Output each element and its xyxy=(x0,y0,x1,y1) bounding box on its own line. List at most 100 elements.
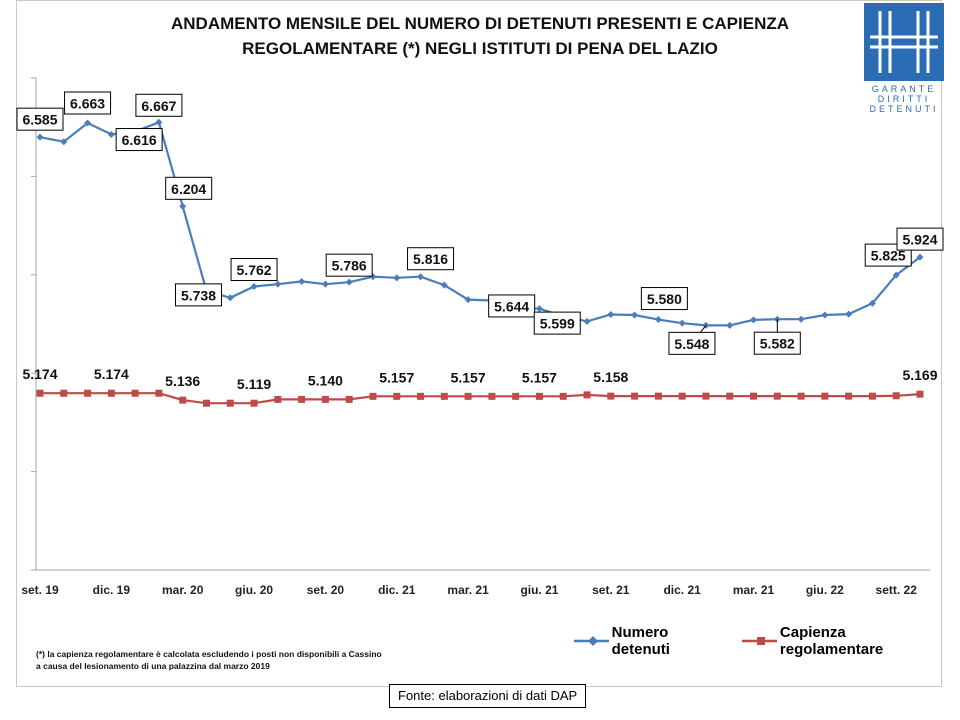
data-point-capienza xyxy=(583,391,591,399)
data-point-capienza xyxy=(345,395,353,403)
data-point-capienza xyxy=(226,399,234,407)
data-label-capienza: 5.157 xyxy=(451,369,486,385)
data-point-detenuti xyxy=(107,130,115,138)
data-point-capienza xyxy=(369,392,377,400)
data-point-capienza xyxy=(393,392,401,400)
data-label-box xyxy=(325,253,373,277)
chart-legend: Numero detenuti Capienza regolamentare xyxy=(574,624,960,658)
chart-title: ANDAMENTO MENSILE DEL NUMERO DI DETENUTI… xyxy=(120,11,840,61)
data-point-capienza xyxy=(892,392,900,400)
chart-title-line-2: REGOLAMENTARE (*) NEGLI ISTITUTI DI PENA… xyxy=(242,39,718,58)
data-point-capienza xyxy=(631,392,639,400)
data-label-box xyxy=(135,93,183,117)
data-point-capienza xyxy=(131,389,139,397)
data-point-capienza xyxy=(36,389,44,397)
data-point-capienza xyxy=(179,396,187,404)
data-point-detenuti xyxy=(179,202,187,210)
data-point-detenuti xyxy=(321,280,329,288)
chart-title-line-1: ANDAMENTO MENSILE DEL NUMERO DI DETENUTI… xyxy=(170,14,790,33)
data-label-capienza: 5.157 xyxy=(522,369,557,385)
data-point-capienza xyxy=(488,392,496,400)
data-label-detenuti: 5.599 xyxy=(540,316,575,332)
data-point-detenuti xyxy=(535,305,543,313)
logo-mark xyxy=(870,11,938,73)
data-point-capienza xyxy=(559,392,567,400)
data-label-detenuti: 6.204 xyxy=(171,181,206,197)
data-point-capienza xyxy=(60,389,68,397)
data-point-capienza xyxy=(726,392,734,400)
series-line-capienza xyxy=(40,392,921,405)
data-point-detenuti xyxy=(821,311,829,319)
data-label-detenuti: 6.663 xyxy=(70,96,105,112)
logo-background xyxy=(864,3,944,81)
data-point-capienza xyxy=(250,399,258,407)
x-tick-label: giu. 21 xyxy=(520,583,558,597)
x-tick-label: set. 20 xyxy=(307,583,345,597)
data-label-detenuti: 6.585 xyxy=(22,112,57,128)
data-point-detenuti xyxy=(226,294,234,302)
data-label-detenuti: 5.762 xyxy=(237,262,272,278)
data-point-capienza xyxy=(845,392,853,400)
data-label-box xyxy=(668,331,716,355)
data-label-detenuti: 6.616 xyxy=(122,132,157,148)
data-point-capienza xyxy=(298,395,306,403)
data-label-detenuti: 5.580 xyxy=(647,291,682,307)
data-point-detenuti xyxy=(654,316,662,324)
legend-label-detenuti: Numero detenuti xyxy=(611,624,670,658)
data-point-detenuti xyxy=(440,281,448,289)
legend-item-capienza: Capienza regolamentare xyxy=(742,624,938,658)
data-label-box xyxy=(115,128,163,152)
data-point-detenuti xyxy=(155,118,163,126)
data-point-capienza xyxy=(702,392,710,400)
data-label-detenuti: 5.786 xyxy=(332,258,367,274)
data-point-detenuti xyxy=(583,317,591,325)
footnote-line-2: a causa del lesionamento di una palazzin… xyxy=(36,661,270,671)
footnote: (*) la capienza regolamentare è calcolat… xyxy=(36,648,396,672)
data-point-capienza xyxy=(535,392,543,400)
data-point-detenuti xyxy=(274,280,282,288)
data-label-box xyxy=(640,287,688,311)
data-point-capienza xyxy=(84,389,92,397)
x-tick-label: set. 21 xyxy=(592,583,630,597)
series-line-detenuti xyxy=(39,120,921,327)
legend-marker-capienza xyxy=(742,637,777,645)
data-point-capienza xyxy=(868,392,876,400)
data-point-detenuti xyxy=(607,310,615,318)
data-point-capienza xyxy=(797,392,805,400)
data-point-detenuti xyxy=(345,278,353,286)
data-point-capienza xyxy=(750,392,758,400)
legend-item-detenuti: Numero detenuti xyxy=(574,624,720,658)
data-point-capienza xyxy=(607,392,615,400)
data-point-detenuti xyxy=(84,119,92,127)
data-label-capienza: 5.140 xyxy=(308,372,343,388)
data-label-capienza: 5.157 xyxy=(379,369,414,385)
data-point-detenuti xyxy=(750,316,758,324)
data-point-detenuti xyxy=(417,273,425,281)
data-point-capienza xyxy=(202,399,210,407)
data-label-capienza: 5.174 xyxy=(22,366,57,382)
data-label-detenuti: 5.924 xyxy=(902,232,937,248)
data-point-detenuti xyxy=(868,299,876,307)
data-point-detenuti xyxy=(892,271,900,279)
logo-text-3: DETENUTI xyxy=(870,104,939,113)
data-point-detenuti xyxy=(36,133,44,141)
data-point-capienza xyxy=(107,389,115,397)
data-point-capienza xyxy=(916,390,924,398)
data-point-capienza xyxy=(773,392,781,400)
data-label-detenuti: 6.667 xyxy=(141,98,176,114)
data-point-detenuti xyxy=(393,274,401,282)
legend-label-capienza: Capienza regolamentare xyxy=(779,624,884,658)
data-label-box xyxy=(230,258,278,282)
data-label-box xyxy=(533,311,581,335)
data-label-capienza: 5.136 xyxy=(165,373,200,389)
x-tick-label: dic. 21 xyxy=(378,583,416,597)
x-tick-label: mar. 21 xyxy=(733,583,775,597)
data-point-capienza xyxy=(821,392,829,400)
data-label-box xyxy=(64,91,112,115)
x-tick-label: giu. 22 xyxy=(806,583,844,597)
source-box: Fonte: elaborazioni di dati DAP xyxy=(389,684,587,708)
data-point-detenuti xyxy=(464,296,472,304)
data-label-capienza: 5.174 xyxy=(94,366,129,382)
data-label-box xyxy=(488,294,536,318)
